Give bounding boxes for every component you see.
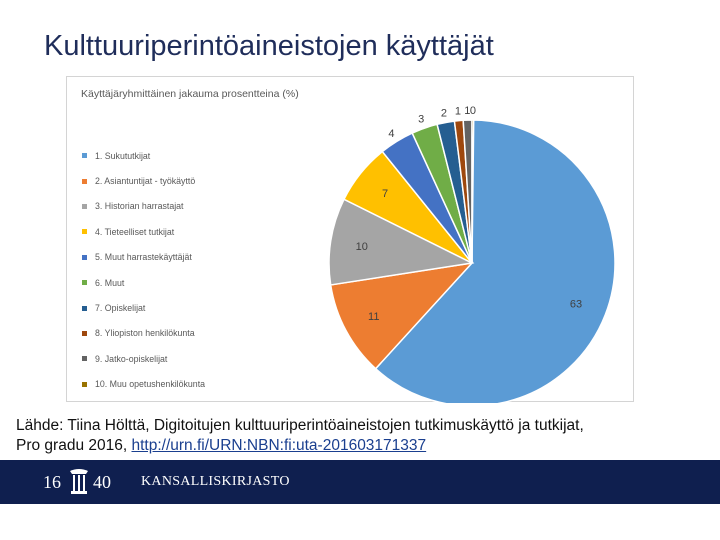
source-link[interactable]: http://urn.fi/URN:NBN:fi:uta-20160317133… xyxy=(131,437,427,454)
pie-slice xyxy=(329,261,474,370)
legend-swatch xyxy=(82,330,87,336)
pie-data-label: 4 xyxy=(388,128,394,140)
chart-title: Käyttäjäryhmittäinen jakauma prosenttein… xyxy=(81,88,299,100)
legend-item: 6. Muut xyxy=(82,270,205,295)
legend-item: 5. Muut harrastekäyttäjät xyxy=(82,245,205,270)
legend-label: 4. Tieteelliset tutkijat xyxy=(95,226,175,237)
pie-slice xyxy=(328,198,475,286)
pie-data-label: 1 xyxy=(464,105,470,117)
legend-item: 1. Sukututkijat xyxy=(82,143,205,168)
pie-data-label: 1 xyxy=(455,106,461,118)
pie-slice xyxy=(374,119,616,403)
legend-label: 8. Yliopiston henkilökunta xyxy=(95,328,195,339)
legend-swatch xyxy=(82,254,87,260)
chart-legend: 1. Sukututkijat 2. Asiantuntijat - työkäy… xyxy=(82,143,205,397)
legend-swatch xyxy=(82,178,87,184)
legend-swatch xyxy=(82,381,87,387)
source-citation: Lähde: Tiina Hölttä, Digitoitujen kulttu… xyxy=(16,416,706,456)
legend-swatch xyxy=(82,153,87,159)
legend-label: 9. Jatko-opiskelijat xyxy=(95,353,168,364)
legend-swatch xyxy=(82,356,87,362)
logo-number-left: 16 xyxy=(43,472,61,492)
logo-number-right: 40 xyxy=(93,472,111,492)
legend-item: 3. Historian harrastajat xyxy=(82,194,205,219)
pie-data-label: 3 xyxy=(418,114,424,126)
legend-item: 10. Muu opetushenkilökunta xyxy=(82,372,205,397)
pie-data-label: 0 xyxy=(470,105,476,117)
legend-item: 9. Jatko-opiskelijat xyxy=(82,346,205,371)
legend-swatch xyxy=(82,229,87,235)
legend-swatch xyxy=(82,203,87,209)
legend-item: 7. Opiskelijat xyxy=(82,295,205,320)
slide-title: Kulttuuriperintöaineistojen käyttäjät xyxy=(44,30,494,62)
legend-label: 2. Asiantuntijat - työkäyttö xyxy=(95,176,196,187)
legend-item: 8. Yliopiston henkilökunta xyxy=(82,321,205,346)
legend-label: 6. Muut xyxy=(95,277,125,288)
legend-swatch xyxy=(82,305,87,311)
pie-data-label: 63 xyxy=(570,298,582,310)
pie-chart: Käyttäjäryhmittäinen jakauma prosenttein… xyxy=(66,76,634,403)
legend-label: 5. Muut harrastekäyttäjät xyxy=(95,252,192,263)
kansalliskirjasto-logo: 16 40 xyxy=(43,468,117,496)
legend-label: 3. Historian harrastajat xyxy=(95,201,184,212)
source-line-1: Lähde: Tiina Hölttä, Digitoitujen kulttu… xyxy=(16,417,584,434)
legend-swatch xyxy=(82,280,87,286)
footer-bar: 16 40 KANSALLISKIRJASTO xyxy=(0,460,720,504)
organization-name: KANSALLISKIRJASTO xyxy=(141,474,290,489)
legend-label: 10. Muu opetushenkilökunta xyxy=(95,379,206,390)
pie-data-label: 2 xyxy=(441,108,447,120)
pie-data-label: 11 xyxy=(368,311,379,323)
pie-data-label: 7 xyxy=(382,188,388,200)
legend-label: 7. Opiskelijat xyxy=(95,303,146,314)
legend-item: 2. Asiantuntijat - työkäyttö xyxy=(82,168,205,193)
pie-slice xyxy=(471,119,475,264)
source-line-2-prefix: Pro gradu 2016, xyxy=(16,437,132,454)
legend-label: 1. Sukututkijat xyxy=(95,150,151,161)
column-emblem-icon xyxy=(70,469,88,494)
pie-data-label: 10 xyxy=(356,241,368,253)
source-line-2: Pro gradu 2016, http://urn.fi/URN:NBN:fi… xyxy=(16,436,706,456)
legend-item: 4. Tieteelliset tutkijat xyxy=(82,219,205,244)
